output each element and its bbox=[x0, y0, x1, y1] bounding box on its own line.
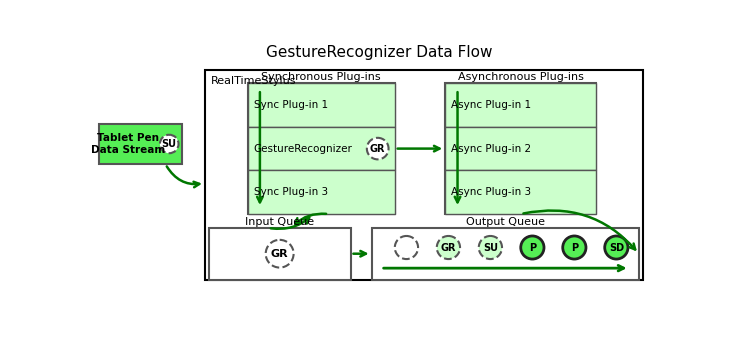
Bar bbox=[445, 127, 596, 170]
Bar bbox=[209, 228, 351, 279]
Text: GR: GR bbox=[370, 143, 386, 154]
Bar bbox=[247, 83, 394, 127]
Text: Asynchronous Plug-ins: Asynchronous Plug-ins bbox=[458, 72, 584, 82]
Circle shape bbox=[479, 236, 502, 259]
Bar bbox=[445, 170, 596, 214]
Text: Async Plug-in 2: Async Plug-in 2 bbox=[451, 143, 531, 154]
Text: GR: GR bbox=[440, 242, 456, 253]
Bar bbox=[247, 170, 394, 214]
Text: Sync Plug-in 3: Sync Plug-in 3 bbox=[254, 187, 328, 197]
Bar bbox=[371, 228, 639, 279]
Circle shape bbox=[521, 236, 544, 259]
Text: GestureRecognizer: GestureRecognizer bbox=[254, 143, 352, 154]
Text: SU: SU bbox=[162, 139, 177, 149]
Circle shape bbox=[395, 236, 418, 259]
Text: P: P bbox=[571, 242, 578, 253]
Bar bbox=[445, 83, 596, 214]
Text: Async Plug-in 1: Async Plug-in 1 bbox=[451, 100, 531, 110]
Text: Output Queue: Output Queue bbox=[465, 217, 545, 227]
Circle shape bbox=[160, 135, 178, 153]
Text: Synchronous Plug-ins: Synchronous Plug-ins bbox=[261, 72, 381, 82]
Circle shape bbox=[367, 138, 389, 159]
Text: SU: SU bbox=[483, 242, 498, 253]
Text: RealTimeStylus: RealTimeStylus bbox=[211, 76, 297, 86]
Circle shape bbox=[437, 236, 460, 259]
Text: SD: SD bbox=[609, 242, 624, 253]
Circle shape bbox=[605, 236, 628, 259]
Text: P: P bbox=[529, 242, 536, 253]
Bar bbox=[445, 83, 596, 127]
Text: Sync Plug-in 1: Sync Plug-in 1 bbox=[254, 100, 328, 110]
Text: Tablet Pen
Data Stream: Tablet Pen Data Stream bbox=[91, 133, 165, 155]
Text: GestureRecognizer Data Flow: GestureRecognizer Data Flow bbox=[266, 45, 493, 60]
Bar bbox=[205, 70, 643, 279]
Circle shape bbox=[562, 236, 586, 259]
Bar bbox=[247, 127, 394, 170]
Bar bbox=[247, 83, 394, 214]
Text: Async Plug-in 3: Async Plug-in 3 bbox=[451, 187, 531, 197]
Circle shape bbox=[266, 240, 294, 268]
Bar bbox=[98, 124, 182, 164]
Text: Input Queue: Input Queue bbox=[245, 217, 314, 227]
Text: GR: GR bbox=[271, 249, 289, 259]
